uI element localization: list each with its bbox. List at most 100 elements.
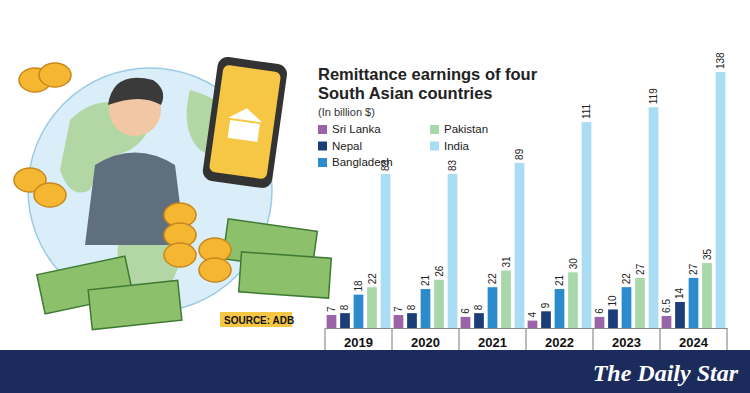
data-label: 14 (674, 287, 685, 299)
data-label: 8 (473, 304, 484, 310)
data-label: 22 (367, 273, 378, 285)
data-label: 6 (460, 308, 471, 314)
chart: Remittance earnings of fourSouth Asian c… (0, 0, 750, 393)
data-label: 26 (434, 265, 445, 277)
bar (394, 315, 404, 328)
tick: 2021 (478, 335, 507, 350)
illustration (14, 56, 331, 330)
data-label: 111 (581, 103, 592, 119)
bar (367, 287, 377, 328)
bar (689, 278, 699, 328)
separator (727, 328, 728, 350)
separator (660, 328, 661, 350)
coin (39, 63, 71, 87)
bar (354, 295, 364, 328)
bar (448, 174, 458, 328)
tick-label: 2023 (612, 335, 641, 350)
tick: 2023 (612, 335, 641, 350)
tick: 2020 (411, 335, 440, 350)
bar (541, 311, 551, 328)
source: SOURCE: ADB (224, 315, 294, 326)
tick-label: 2019 (344, 335, 373, 350)
bar (608, 309, 618, 328)
phone (202, 56, 289, 190)
coin (199, 258, 231, 282)
legend-swatch (318, 158, 327, 167)
bar (340, 313, 350, 328)
legend-swatch (430, 142, 439, 151)
bar (595, 317, 605, 328)
data-label: 83 (380, 159, 391, 171)
bar (555, 289, 565, 328)
bar (461, 317, 471, 328)
bar (582, 122, 592, 328)
tick-label: 2020 (411, 335, 440, 350)
data-label: 6 (594, 308, 605, 314)
legend-swatch (430, 125, 439, 134)
phone-screen (209, 64, 281, 179)
bar (407, 313, 417, 328)
bar (501, 270, 511, 328)
legend-label: Pakistan (444, 123, 488, 135)
bar (622, 287, 632, 328)
bar (327, 315, 337, 328)
title: Remittance earnings of fourSouth Asian c… (318, 65, 538, 102)
footer-band (0, 350, 750, 393)
data-label: 30 (568, 258, 579, 270)
data-label: 119 (648, 88, 659, 104)
x-axis: 2019 2020 2021 2022 2023 2024 (326, 329, 728, 351)
tick: 2022 (545, 335, 574, 350)
credit: The Daily Star (593, 360, 739, 386)
bar (702, 263, 712, 328)
bar (434, 280, 444, 328)
data-label: 27 (688, 263, 699, 275)
banknote (239, 252, 332, 298)
bar (528, 321, 538, 328)
data-label: 83 (447, 159, 458, 171)
subtitle: (In billion $) (318, 106, 375, 118)
data-label: 10 (607, 295, 618, 307)
data-label: 22 (487, 273, 498, 285)
tick: 2019 (344, 335, 373, 350)
data-label: 21 (554, 274, 565, 286)
separator (325, 328, 326, 350)
tick-label: 2024 (679, 335, 709, 350)
data-label: 27 (635, 263, 646, 275)
legend-label: Nepal (332, 140, 362, 152)
separators (325, 328, 727, 350)
axis-line (326, 328, 728, 329)
bank-icon (226, 106, 264, 142)
data-label: 22 (621, 273, 632, 285)
bar (662, 316, 672, 328)
data-label: 21 (420, 274, 431, 286)
coin (164, 243, 196, 267)
data-labels: 776466.588891014182122212227222631302735… (326, 52, 726, 318)
data-label: 138 (715, 52, 726, 69)
separator (392, 328, 393, 350)
banknote (88, 280, 182, 329)
bar (716, 72, 726, 328)
bar (568, 272, 578, 328)
data-label: 7 (393, 306, 404, 312)
bar (515, 163, 525, 328)
data-label: 4 (527, 312, 538, 318)
tick-label: 2022 (545, 335, 574, 350)
legend: Sri LankaNepalBangladeshPakistanIndia (318, 123, 488, 168)
bar (635, 278, 645, 328)
separator (593, 328, 594, 350)
legend-label: Sri Lanka (332, 123, 381, 135)
data-label: 7 (326, 306, 337, 312)
legend-swatch (318, 142, 327, 151)
person-hair (108, 78, 163, 105)
data-label: 8 (339, 304, 350, 310)
bar (381, 174, 391, 328)
legend-swatch (318, 125, 327, 134)
tick: 2024 (679, 335, 709, 350)
bar (474, 313, 484, 328)
bar (421, 289, 431, 328)
tick-label: 2021 (478, 335, 507, 350)
legend-label: India (444, 140, 470, 152)
bar (649, 107, 659, 328)
data-label: 89 (514, 148, 525, 160)
separator (459, 328, 460, 350)
